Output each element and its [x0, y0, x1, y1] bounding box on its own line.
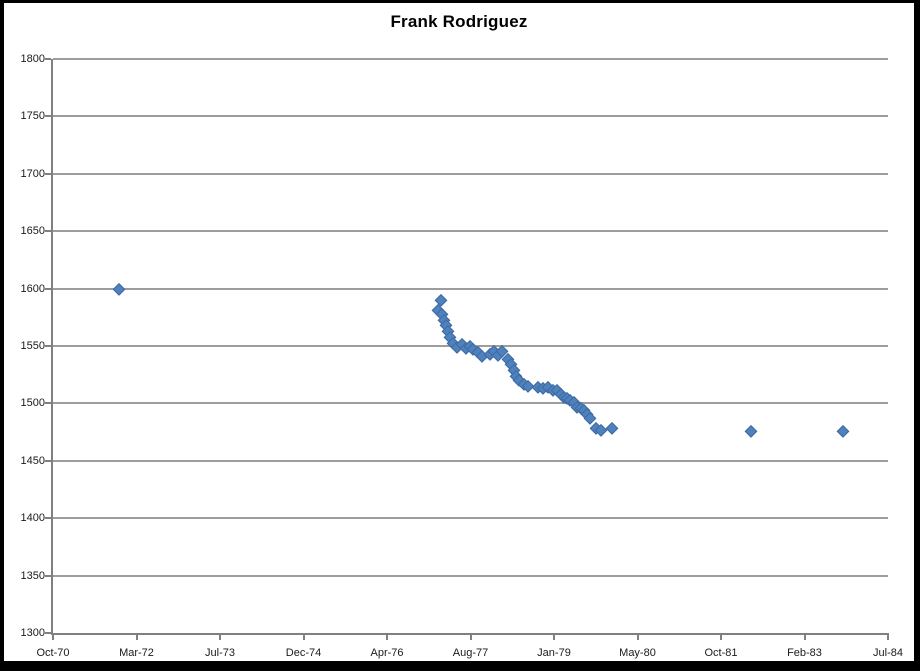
y-tick-mark	[45, 517, 51, 520]
y-tick-label: 1750	[20, 110, 45, 123]
y-gridline	[53, 402, 888, 405]
y-gridline	[53, 115, 888, 118]
x-tick-label: Jan-79	[537, 647, 571, 659]
y-tick-label: 1650	[20, 225, 45, 238]
y-gridline	[53, 459, 888, 462]
y-tick-mark	[45, 345, 51, 347]
data-point-marker[interactable]	[836, 424, 849, 437]
x-tick-mark	[803, 635, 806, 640]
x-axis-line	[51, 633, 889, 635]
y-gridline	[53, 517, 888, 520]
data-point-marker[interactable]	[744, 424, 757, 437]
x-tick-label: Apr-76	[370, 647, 404, 659]
x-tick-mark	[553, 635, 555, 640]
x-tick-label: Jul-73	[205, 647, 235, 659]
x-tick-label: Jul-84	[873, 647, 903, 659]
x-tick-mark	[52, 635, 54, 640]
chart-area[interactable]: Frank Rodriguez 1300 1350 1400 1450 1500 1550…	[4, 3, 914, 661]
x-tick-mark	[135, 635, 138, 640]
y-tick-mark	[45, 287, 51, 290]
x-tick-label: Aug-77	[452, 647, 489, 659]
y-tick-label: 1450	[20, 454, 45, 467]
y-tick-mark	[45, 459, 51, 462]
x-tick-mark	[636, 635, 639, 640]
y-tick-mark	[45, 115, 51, 118]
y-gridline	[53, 172, 888, 175]
x-tick-label: Mar-72	[119, 647, 154, 659]
y-tick-mark	[45, 574, 51, 577]
x-tick-label: Feb-83	[787, 647, 822, 659]
y-tick-label: 1600	[20, 282, 45, 295]
y-tick-mark	[45, 632, 51, 634]
data-point-marker[interactable]	[112, 282, 125, 295]
x-tick-mark	[720, 635, 722, 640]
y-gridline	[53, 287, 888, 290]
y-tick-mark	[45, 230, 51, 233]
y-tick-label: 1550	[20, 340, 45, 352]
y-tick-mark	[45, 172, 51, 175]
y-gridline	[53, 230, 888, 233]
chart-title: Frank Rodriguez	[390, 12, 528, 31]
x-tick-label: Oct-81	[704, 647, 738, 659]
y-tick-label: 1300	[20, 627, 45, 639]
x-tick-mark	[302, 635, 305, 640]
x-tick-mark	[219, 635, 221, 640]
y-tick-label: 1800	[20, 53, 45, 65]
x-tick-mark	[469, 635, 472, 640]
y-tick-label: 1500	[20, 397, 45, 410]
y-gridline	[53, 58, 888, 60]
x-tick-label: Dec-74	[285, 647, 322, 659]
plot-area[interactable]	[45, 58, 889, 640]
x-tick-mark	[887, 635, 889, 640]
x-tick-label: Oct-70	[36, 647, 70, 659]
y-gridline	[53, 574, 888, 577]
y-tick-label: 1400	[20, 512, 45, 525]
y-axis-line	[51, 59, 53, 635]
y-tick-mark	[45, 58, 51, 60]
y-tick-mark	[45, 402, 51, 405]
y-tick-label: 1700	[20, 167, 45, 180]
y-tick-label: 1350	[20, 569, 45, 582]
x-tick-label: May-80	[619, 647, 656, 659]
x-tick-mark	[386, 635, 388, 640]
data-point-marker[interactable]	[606, 421, 619, 434]
